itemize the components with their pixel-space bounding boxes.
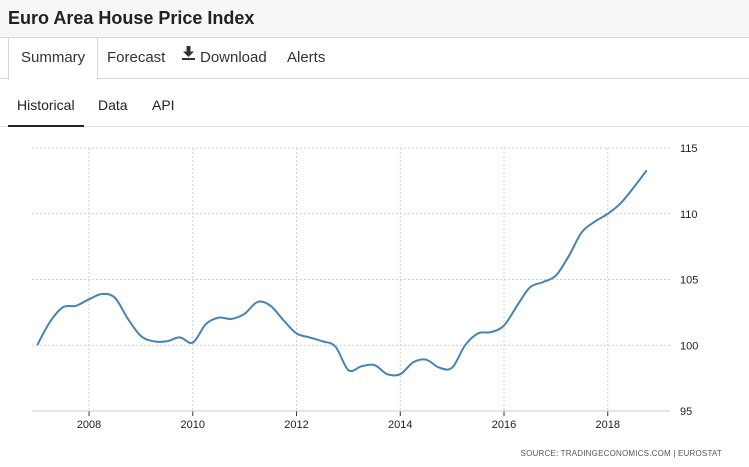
y-tick-label: 105 [680, 275, 698, 287]
title-bar: Euro Area House Price Index [0, 0, 749, 38]
y-tick-label: 95 [680, 406, 692, 418]
x-tick-label: 2010 [181, 419, 205, 431]
subtab-historical[interactable]: Historical [8, 79, 84, 127]
series-line [36, 169, 648, 377]
x-tick-label: 2012 [284, 419, 308, 431]
download-icon [182, 36, 195, 76]
tab-alerts-label: Alerts [287, 49, 326, 66]
x-tick-label: 2008 [77, 419, 101, 431]
x-tick-label: 2016 [492, 419, 516, 431]
page-title: Euro Area House Price Index [8, 8, 255, 28]
tab-summary[interactable]: Summary [8, 38, 99, 80]
subtab-api-label: API [152, 97, 175, 113]
main-tabs: Summary Forecast Download Alerts [0, 38, 749, 80]
subtab-historical-label: Historical [17, 97, 75, 113]
source-attribution: SOURCE: TRADINGECONOMICS.COM | EUROSTAT [520, 449, 722, 458]
chart-canvas: 95 100 105 110 115 2008 2010 2012 2014 2016 2018 [32, 143, 698, 431]
tab-download-label: Download [200, 49, 267, 66]
y-tick-label: 100 [680, 340, 698, 352]
y-tick-label: 115 [680, 143, 698, 155]
tab-alerts[interactable]: Alerts [287, 38, 325, 79]
tab-forecast[interactable]: Forecast [107, 38, 165, 79]
house-price-chart: 95 100 105 110 115 2008 2010 2012 2014 2016 2018 S… [0, 127, 749, 467]
y-tick-label: 110 [680, 209, 698, 221]
x-tick-label: 2018 [596, 419, 620, 431]
subtab-api[interactable]: API [152, 79, 175, 127]
tab-download[interactable]: Download [182, 38, 267, 79]
tab-forecast-label: Forecast [107, 49, 166, 66]
subtab-data[interactable]: Data [98, 79, 128, 127]
x-tick-label: 2014 [388, 419, 412, 431]
tab-summary-label: Summary [21, 49, 86, 66]
subtab-data-label: Data [98, 97, 128, 113]
sub-tabs: Historical Data API [0, 79, 749, 127]
